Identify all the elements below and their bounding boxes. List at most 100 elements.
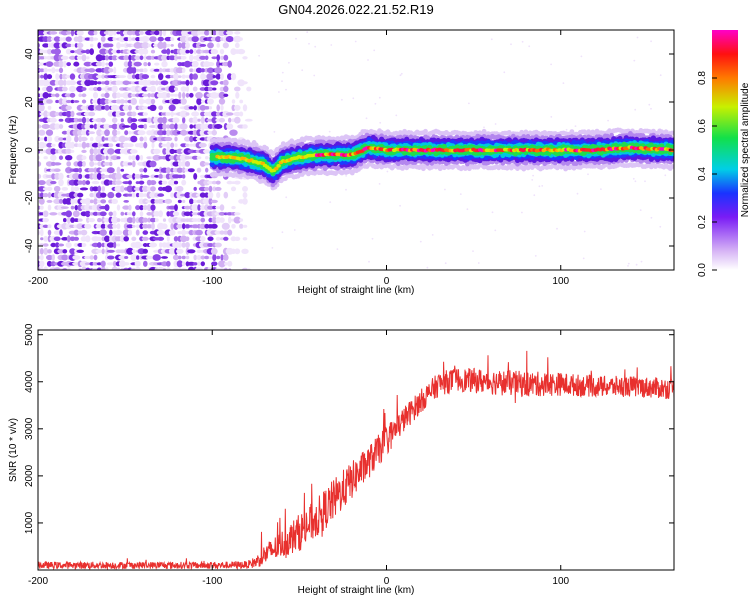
spectrogram-noise-cell (227, 260, 233, 267)
spectrogram-noise-cell (196, 249, 202, 254)
spectrogram-faint-dot (490, 38, 493, 41)
spectrogram-noise-cell (42, 210, 49, 218)
spectrogram-noise-cell (200, 111, 206, 117)
spectrogram-noise-cell (38, 137, 45, 141)
spectrogram-noise-cell (86, 56, 90, 60)
spectrogram-noise-cell (104, 55, 110, 61)
spectrogram-noise-cell (134, 174, 141, 179)
spectrogram-noise-cell (70, 205, 75, 210)
spectrogram-noise-cell (138, 68, 145, 73)
spectrogram-noise-cell (87, 30, 96, 36)
spectrogram-noise-cell (178, 91, 182, 99)
spectrogram-noise-cell (181, 67, 186, 73)
spectrogram-noise-cell (61, 86, 68, 92)
spectrogram-noise-cell (46, 186, 53, 191)
spectrogram-noise-cell (42, 193, 49, 198)
spectrogram-noise-cell (143, 260, 148, 267)
spectrogram-noise-cell (145, 98, 154, 105)
spectrogram-noise-cell (49, 31, 58, 35)
spectrogram-noise-cell (122, 205, 131, 210)
spectrogram-noise-cell (107, 111, 115, 117)
spectrogram-noise-cell (242, 81, 248, 85)
spectrogram-noise-cell (168, 179, 177, 186)
spectrogram-noise-cell (111, 85, 118, 93)
spectrogram-noise-cell (172, 254, 180, 261)
spectrogram-noise-cell (223, 267, 228, 270)
spectrogram-noise-cell (40, 229, 44, 237)
spectrogram-noise-cell (47, 249, 52, 254)
spectrogram-noise-cell (192, 116, 198, 124)
spectrogram-noise-cell (139, 223, 144, 230)
spectrogram-noise-cell (226, 123, 234, 130)
spectrogram-noise-cell (170, 167, 175, 173)
spectrogram-noise-cell (159, 242, 163, 248)
spectrogram-xtick-label: 100 (552, 276, 569, 287)
spectrogram-noise-cell (128, 105, 132, 111)
spectrogram-noise-cell (49, 212, 58, 216)
spectrogram-noise-cell (126, 30, 134, 36)
spectrogram-noise-cell (215, 36, 222, 43)
spectrogram-noise-cell (85, 180, 91, 185)
spectrogram-noise-cell (61, 187, 69, 191)
spectrogram-faint-dot (556, 227, 558, 230)
spectrogram-noise-cell (123, 137, 129, 141)
spectrogram-noise-cell (151, 210, 155, 218)
spectrogram-noise-cell (111, 49, 119, 54)
spectrogram-noise-cell (211, 56, 218, 60)
spectrogram-noise-cell (189, 92, 194, 98)
spectrogram-noise-cell (73, 143, 79, 148)
spectrogram-noise-cell (93, 148, 98, 155)
spectrogram-faint-dot (278, 91, 280, 93)
spectrogram-noise-cell (85, 142, 91, 148)
spectrogram-noise-cell (191, 212, 199, 216)
spectrogram-faint-dot (379, 121, 382, 124)
spectrogram-noise-cell (132, 216, 136, 224)
spectrogram-noise-cell (196, 167, 202, 173)
spectrogram-noise-cell (166, 141, 171, 149)
spectrogram-faint-dot (648, 103, 651, 106)
spectrogram-noise-cell (93, 86, 98, 92)
spectrogram-noise-cell (219, 117, 225, 123)
spectrogram-noise-cell (136, 255, 140, 260)
spectrogram-noise-cell (191, 36, 199, 43)
spectrogram-noise-cell (242, 198, 248, 205)
spectrogram-noise-cell (108, 180, 114, 185)
spectrogram-noise-cell (168, 248, 176, 255)
spectrogram-faint-dot (634, 180, 637, 183)
spectrogram-noise-cell (234, 31, 241, 35)
spectrogram-noise-cell (131, 74, 136, 79)
spectrogram-noise-cell (65, 36, 72, 42)
spectrogram-noise-cell (218, 98, 226, 105)
spectrogram-noise-cell (46, 136, 53, 142)
spectrogram-faint-dot (632, 177, 635, 180)
spectrogram-noise-cell (104, 235, 110, 243)
spectrogram-faint-dot (281, 71, 284, 74)
spectrogram-noise-cell (223, 85, 229, 93)
spectrogram-noise-cell (197, 104, 201, 111)
spectrogram-noise-cell (113, 66, 117, 74)
spectrogram-noise-cell (46, 199, 53, 203)
spectrogram-noise-cell (161, 256, 168, 259)
spectrogram-noise-cell (199, 43, 207, 47)
spectrogram-faint-dot (271, 247, 274, 249)
spectrogram-noise-cell (153, 68, 161, 72)
spectrogram-noise-cell (170, 37, 175, 41)
spectrogram-noise-cell (161, 223, 168, 230)
spectrogram-noise-cell (211, 129, 217, 136)
spectrogram-noise-cell (208, 197, 213, 205)
spectrogram-noise-cell (93, 80, 98, 86)
spectrogram-noise-cell (81, 266, 87, 270)
spectrogram-faint-dot (373, 49, 376, 52)
spectrogram-noise-cell (168, 55, 176, 61)
spectrogram-noise-cell (147, 93, 151, 98)
spectrogram-noise-cell (96, 81, 102, 85)
spectrogram-noise-cell (162, 148, 167, 155)
spectrogram-noise-cell (40, 266, 44, 270)
spectrogram-noise-cell (50, 93, 56, 97)
spectrogram-noise-cell (50, 154, 57, 161)
spectrogram-noise-cell (165, 112, 172, 116)
spectrogram-faint-dot (306, 31, 309, 34)
spectrogram-noise-cell (237, 79, 246, 87)
spectrogram-noise-cell (162, 116, 167, 124)
spectrogram-noise-cell (95, 135, 104, 143)
